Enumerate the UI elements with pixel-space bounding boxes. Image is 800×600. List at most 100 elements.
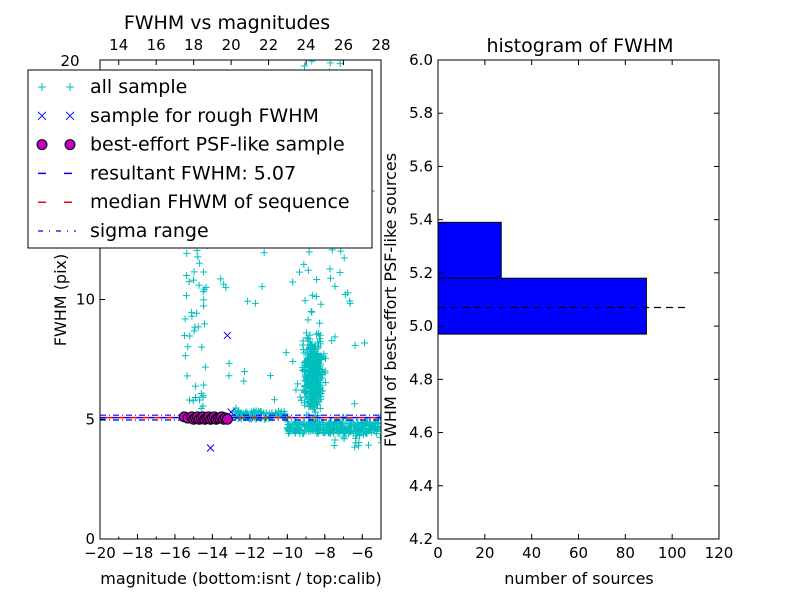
all-sample-marker: [232, 404, 240, 412]
all-sample-marker: [260, 249, 268, 257]
all-sample-marker: [375, 425, 381, 433]
right-xtick-label: 100: [658, 544, 687, 562]
all-sample-marker: [240, 367, 248, 375]
all-sample-marker: [326, 430, 334, 438]
all-sample-marker: [195, 281, 203, 289]
all-sample-marker: [346, 297, 354, 305]
all-sample-marker: [225, 372, 233, 380]
all-sample-marker: [311, 389, 319, 397]
left-xtick-label: −6: [351, 544, 373, 562]
all-sample-marker: [304, 316, 312, 324]
right-ytick-label: 5.2: [409, 264, 433, 282]
all-sample-marker: [313, 330, 321, 338]
histogram-bar: [437, 277, 647, 335]
legend-box: [27, 69, 373, 249]
all-sample-marker: [301, 389, 309, 397]
all-sample-marker: [316, 319, 324, 327]
all-sample-marker: [308, 308, 316, 316]
all-sample-marker: [240, 377, 248, 385]
all-sample-marker: [302, 373, 310, 381]
histogram-bar: [437, 221, 502, 279]
all-sample-marker: [351, 341, 359, 349]
left-ytick-label: 0: [85, 530, 95, 548]
all-sample-marker: [327, 274, 335, 282]
all-sample-marker: [354, 442, 362, 450]
legend: all sample sample for rough FWHM best-effo…: [27, 69, 373, 249]
all-sample-marker: [328, 337, 336, 345]
legend-marker-circle: [36, 139, 48, 151]
left-toptick-label: 14: [109, 36, 128, 54]
all-sample-marker: [222, 284, 230, 292]
all-sample-marker: [312, 424, 320, 432]
all-sample-marker: [366, 426, 374, 434]
all-sample-marker: [300, 62, 308, 70]
all-sample-marker: [325, 423, 333, 431]
all-sample-marker: [372, 430, 380, 438]
all-sample-marker: [275, 407, 283, 415]
legend-label: sample for rough FWHM: [90, 105, 319, 127]
left-ytick-label: 10: [76, 291, 95, 309]
all-sample-marker: [184, 343, 192, 351]
left-xtick-label: −18: [122, 544, 154, 562]
all-sample-marker: [289, 278, 297, 286]
left-toptick-label: 20: [222, 36, 241, 54]
all-sample-marker: [307, 402, 315, 410]
all-sample-marker: [351, 443, 359, 451]
left-xtick-label: −8: [314, 544, 336, 562]
all-sample-marker: [320, 427, 328, 435]
left-xtick-label: −10: [272, 544, 304, 562]
all-sample-marker: [324, 421, 331, 429]
all-sample-marker: [360, 339, 368, 347]
all-sample-marker: [313, 353, 321, 361]
all-sample-marker: [198, 343, 206, 351]
left-toptick-label: 18: [184, 36, 203, 54]
all-sample-marker: [332, 427, 340, 435]
all-sample-marker: [317, 395, 325, 403]
legend-label: median FHWM of sequence: [90, 191, 350, 213]
legend-marker-plus: [66, 83, 74, 91]
all-sample-marker: [180, 332, 188, 340]
all-sample-marker: [301, 297, 309, 305]
all-sample-marker: [313, 276, 321, 284]
all-sample-marker: [306, 368, 314, 376]
all-sample-marker: [200, 302, 208, 310]
left-xtick-label: −14: [197, 544, 229, 562]
left-ytick-label: 20: [60, 52, 79, 70]
right-xtick-label: 60: [569, 544, 588, 562]
all-sample-marker: [307, 417, 315, 425]
all-sample-marker: [297, 396, 305, 404]
all-sample-marker: [200, 381, 208, 389]
all-sample-marker: [330, 442, 338, 450]
all-sample-marker: [190, 268, 198, 276]
all-sample-marker: [308, 374, 316, 382]
left-xtick-label: −16: [159, 544, 191, 562]
all-sample-marker: [300, 260, 308, 268]
psf-like-marker: [221, 413, 233, 425]
all-sample-marker: [305, 384, 313, 392]
legend-marker-plus: [38, 83, 46, 91]
all-sample-marker: [317, 300, 325, 308]
all-sample-marker: [305, 398, 313, 405]
all-sample-marker: [316, 404, 324, 412]
all-sample-marker: [187, 308, 195, 316]
all-sample-marker: [316, 421, 324, 429]
legend-marker-x: [37, 111, 47, 121]
all-sample-marker: [331, 436, 339, 444]
all-sample-marker: [299, 345, 307, 353]
all-sample-marker: [244, 297, 252, 305]
all-sample-marker: [183, 249, 191, 257]
all-sample-marker: [220, 280, 228, 288]
all-sample-marker: [298, 364, 306, 372]
all-sample-marker: [200, 268, 208, 276]
all-sample-marker: [292, 386, 300, 394]
all-sample-marker: [362, 430, 370, 438]
all-sample-marker: [271, 396, 279, 404]
right-xtick-label: 120: [705, 544, 734, 562]
right-ytick-label: 4.6: [409, 424, 433, 442]
right-xtick-label: 40: [522, 544, 541, 562]
all-sample-marker: [308, 355, 316, 363]
all-sample-marker: [199, 392, 207, 400]
all-sample-marker: [294, 380, 302, 388]
all-sample-marker: [296, 393, 304, 401]
all-sample-marker: [265, 415, 273, 423]
